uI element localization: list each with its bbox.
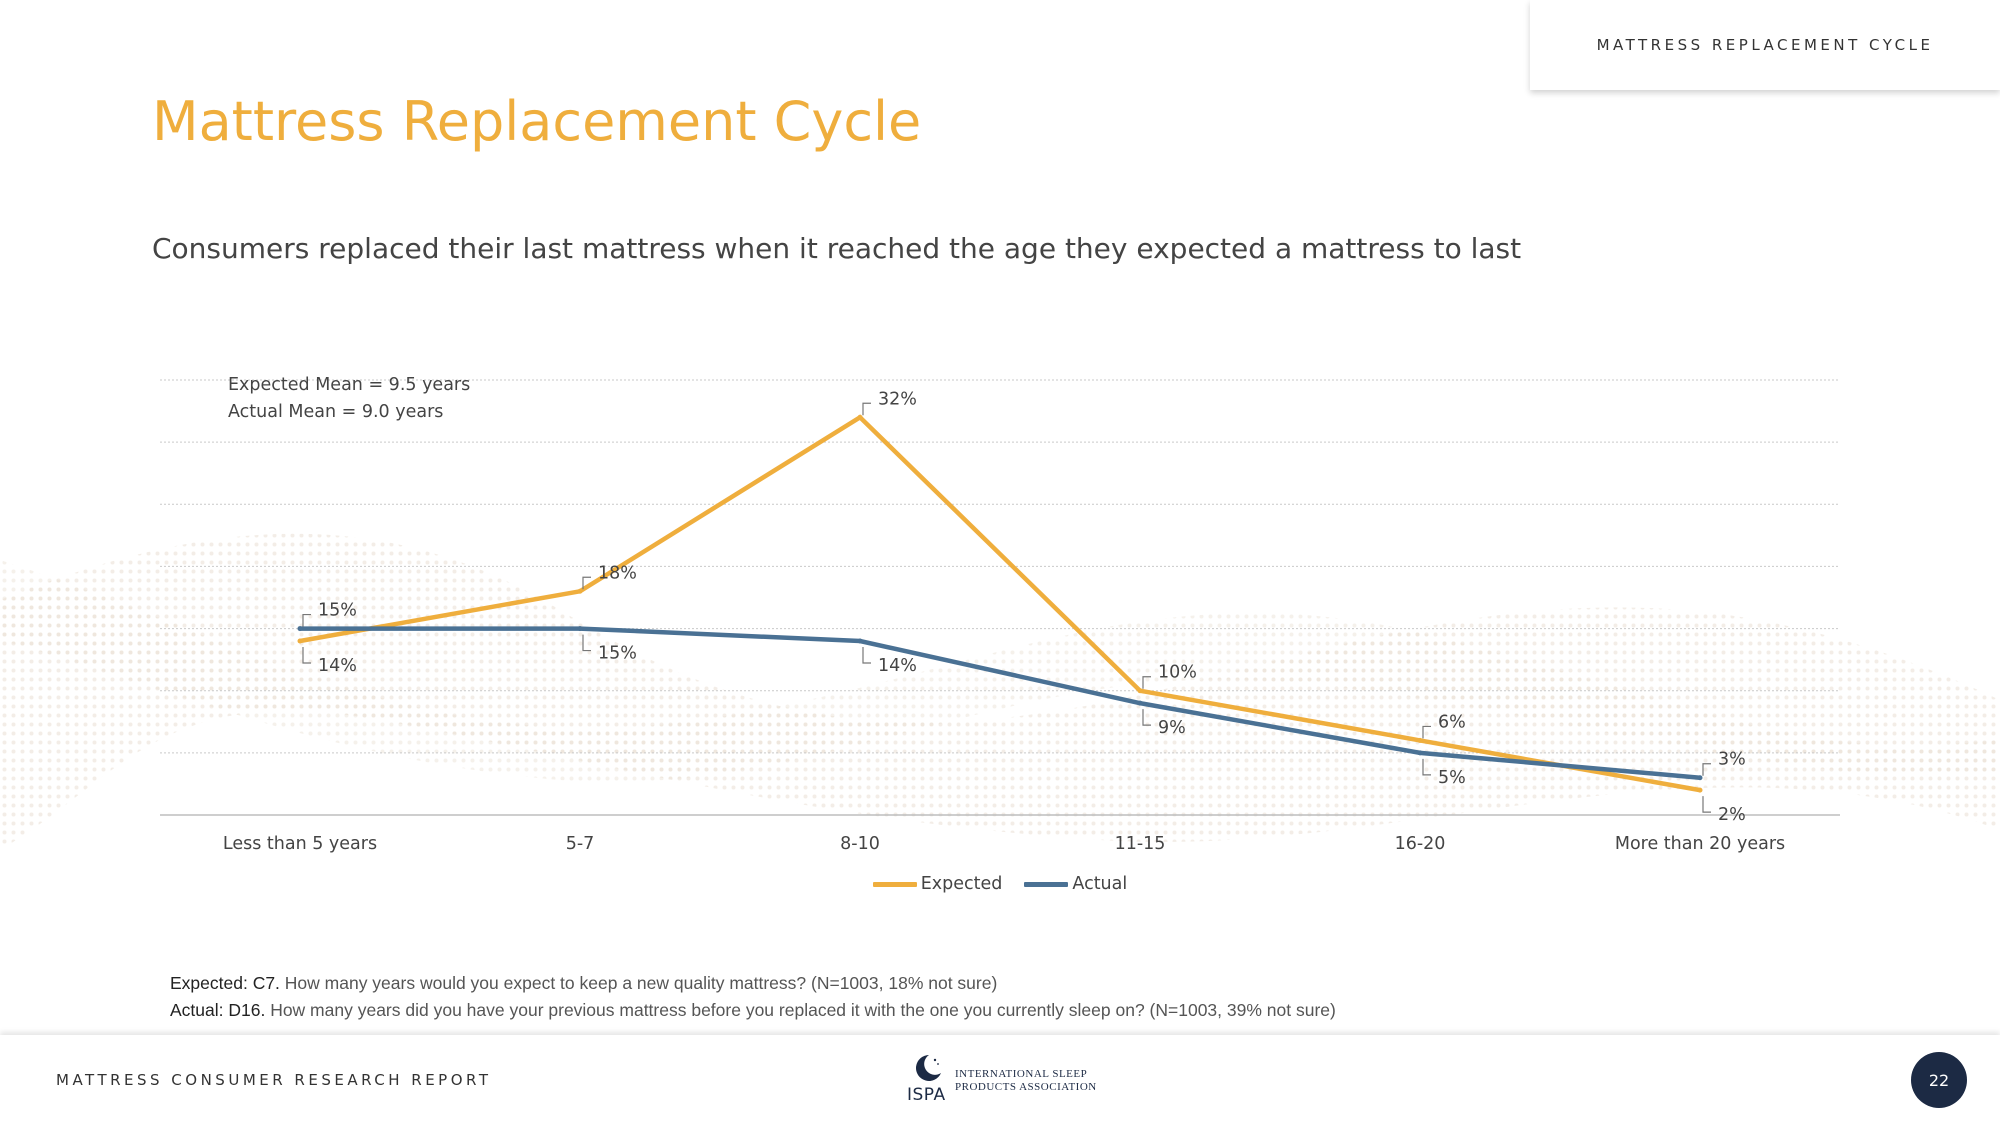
data-point (1697, 775, 1703, 781)
logo-text: INTERNATIONAL SLEEP PRODUCTS ASSOCIATION (955, 1068, 1097, 1094)
data-point (857, 414, 863, 420)
label-leader (862, 402, 871, 416)
logo-abbreviation: ISPA (907, 1085, 946, 1105)
data-label: 15% (598, 644, 637, 664)
page-footer: MATTRESS CONSUMER RESEARCH REPORT ISPA I… (0, 1035, 2000, 1125)
data-label: 32% (878, 389, 917, 409)
page-subtitle: Consumers replaced their last mattress w… (152, 232, 1522, 265)
label-leader (302, 613, 311, 627)
x-tick-label: 16-20 (1395, 834, 1446, 854)
footnote-actual-label: Actual: D16. (170, 1000, 266, 1020)
footnote-expected-label: Expected: C7. (170, 973, 280, 993)
data-label: 18% (598, 563, 637, 583)
data-point (297, 626, 303, 632)
label-leader (1422, 758, 1431, 776)
legend-swatch-expected (872, 881, 917, 887)
ispa-logo: ISPA INTERNATIONAL SLEEP PRODUCTS ASSOCI… (905, 1053, 1097, 1109)
footnote-expected-text: How many years would you expect to keep … (279, 973, 998, 993)
legend-label-expected: Expected (920, 874, 1003, 894)
page-title: Mattress Replacement Cycle (152, 90, 922, 153)
footnote-actual: Actual: D16. How many years did you have… (170, 997, 1336, 1024)
data-label: 3% (1718, 750, 1746, 770)
means-annotation: Expected Mean = 9.5 years Actual Mean = … (228, 372, 470, 426)
x-tick-label: Less than 5 years (223, 834, 377, 854)
data-label: 10% (1158, 663, 1197, 683)
label-leader (862, 647, 871, 664)
label-leader (582, 576, 591, 590)
logo-line-1: INTERNATIONAL SLEEP (955, 1068, 1088, 1080)
data-point (577, 588, 583, 594)
series-line-actual (300, 626, 1701, 780)
series-line-expected (299, 414, 1701, 793)
x-tick-label: 8-10 (840, 834, 880, 854)
data-point (297, 638, 303, 644)
data-point (1417, 750, 1423, 756)
footer-report-title: MATTRESS CONSUMER RESEARCH REPORT (56, 1071, 492, 1089)
expected-mean-text: Expected Mean = 9.5 years (228, 375, 471, 395)
moon-icon (916, 1055, 941, 1081)
logo-mark: ISPA (905, 1053, 949, 1109)
data-point (1697, 787, 1703, 793)
data-label: 5% (1438, 768, 1466, 788)
legend-item-actual: Actual (1024, 874, 1127, 894)
x-tick-label: 5-7 (566, 834, 595, 854)
data-point (577, 626, 583, 632)
footnote-actual-text: How many years did you have your previou… (265, 1000, 1336, 1020)
label-leader (1702, 763, 1711, 776)
chart-legend: Expected Actual (0, 874, 2000, 894)
legend-swatch-actual (1024, 881, 1069, 887)
legend-item-expected: Expected (872, 874, 1003, 894)
logo-line-2: PRODUCTS ASSOCIATION (955, 1081, 1097, 1093)
actual-mean-text: Actual Mean = 9.0 years (228, 402, 444, 422)
data-label: 14% (318, 656, 357, 676)
page-number: 22 (1911, 1052, 1967, 1108)
label-leader (1142, 709, 1151, 726)
data-label: 15% (318, 601, 357, 621)
label-leader (1142, 676, 1151, 689)
data-point (857, 638, 863, 644)
footnotes: Expected: C7. How many years would you e… (170, 970, 1336, 1024)
data-label: 14% (878, 656, 917, 676)
section-tab: MATTRESS REPLACEMENT CYCLE (1530, 0, 2000, 90)
label-leader (1422, 725, 1431, 739)
x-tick-label: More than 20 years (1615, 834, 1785, 854)
legend-label-actual: Actual (1072, 874, 1128, 894)
data-point (1137, 688, 1143, 694)
label-leader (1702, 796, 1711, 813)
label-leader (302, 647, 311, 664)
data-label: 6% (1438, 712, 1466, 732)
data-point (1417, 737, 1423, 743)
label-leader (582, 634, 591, 652)
x-tick-label: 11-15 (1115, 834, 1166, 854)
data-label: 9% (1158, 718, 1186, 738)
footnote-expected: Expected: C7. How many years would you e… (170, 970, 1336, 997)
data-point (1137, 700, 1143, 706)
data-label: 2% (1718, 805, 1746, 825)
